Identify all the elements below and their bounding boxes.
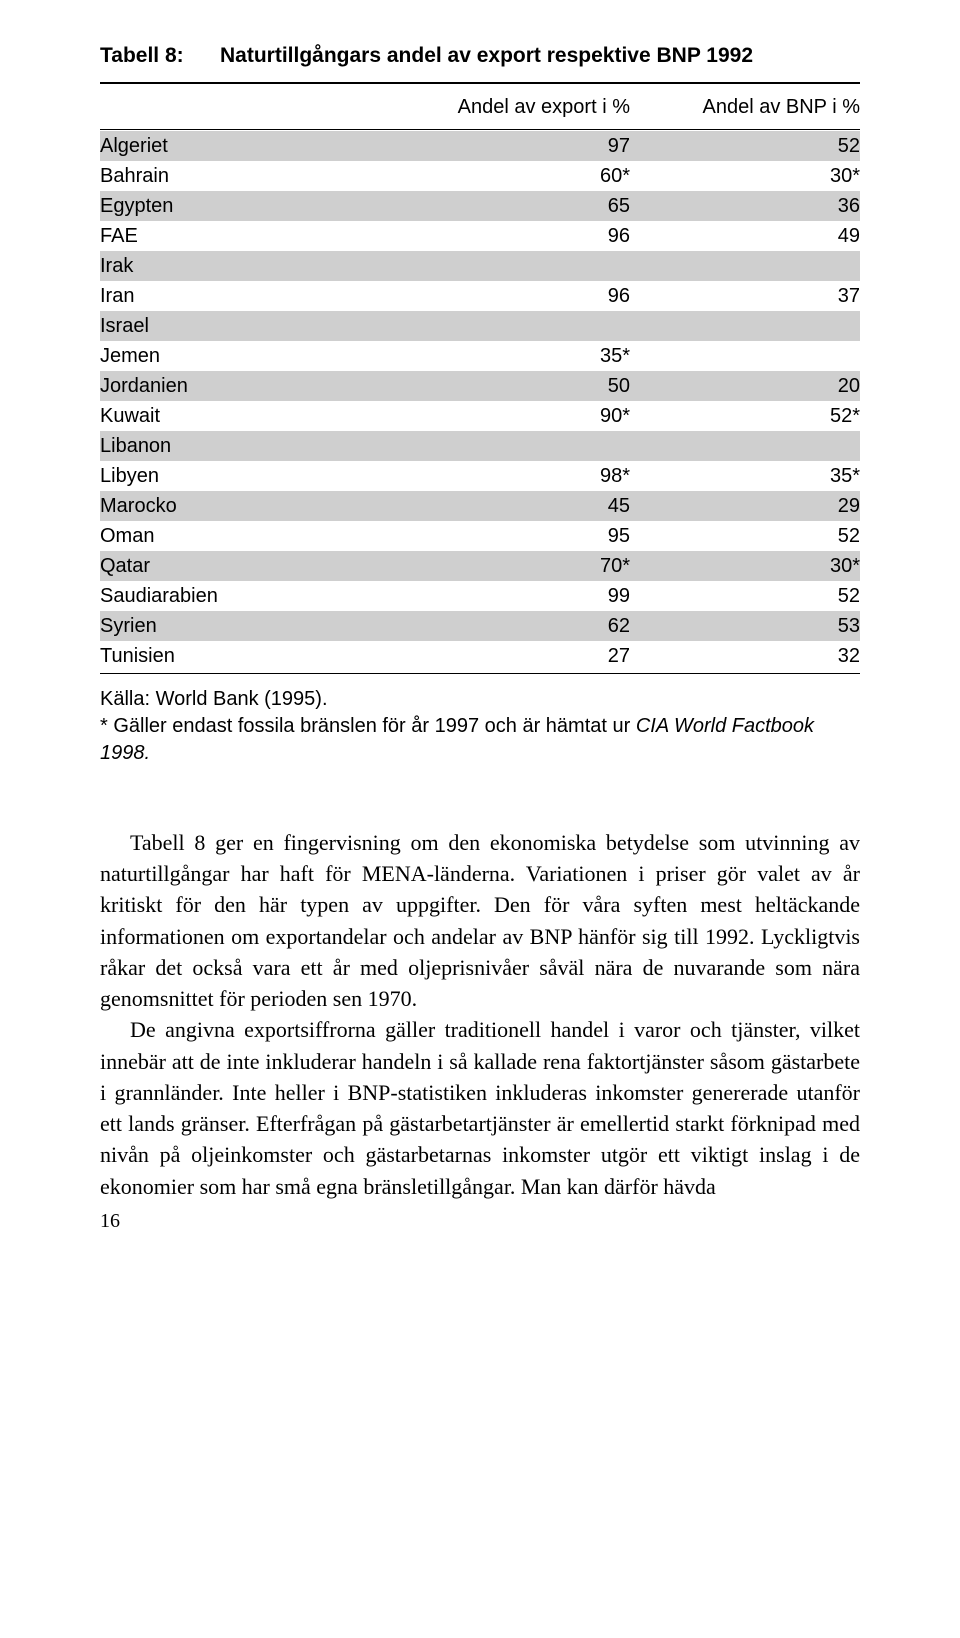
table-body: Algeriet9752Bahrain60*30*Egypten6536FAE9… (100, 131, 860, 671)
cell-bnp: 53 (630, 611, 860, 641)
table-label: Tabell 8: (100, 44, 220, 68)
paragraph-2: De angivna exportsiffrorna gäller tradit… (100, 1014, 860, 1201)
cell-bnp: 49 (630, 221, 860, 251)
cell-bnp: 52 (630, 521, 860, 551)
table-source: Källa: World Bank (1995). (100, 688, 860, 711)
cell-bnp: 30* (630, 161, 860, 191)
cell-export: 60* (400, 161, 630, 191)
cell-export: 95 (400, 521, 630, 551)
cell-country: Jemen (100, 341, 400, 371)
cell-country: Tunisien (100, 641, 400, 671)
cell-export: 96 (400, 221, 630, 251)
cell-bnp: 37 (630, 281, 860, 311)
table-row: Saudiarabien9952 (100, 581, 860, 611)
table-row: Algeriet9752 (100, 131, 860, 161)
cell-bnp: 29 (630, 491, 860, 521)
page-number: 16 (100, 1210, 860, 1233)
cell-export: 70* (400, 551, 630, 581)
table-title: Tabell 8: Naturtillgångars andel av expo… (100, 44, 860, 68)
table-row: Bahrain60*30* (100, 161, 860, 191)
header-country (100, 96, 400, 119)
cell-country: Libanon (100, 431, 400, 461)
table-row: Oman9552 (100, 521, 860, 551)
header-export: Andel av export i % (400, 96, 630, 119)
table-row: Israel (100, 311, 860, 341)
table-row: Tunisien2732 (100, 641, 860, 671)
cell-country: Marocko (100, 491, 400, 521)
cell-country: Saudiarabien (100, 581, 400, 611)
table-header: Andel av export i % Andel av BNP i % (100, 96, 860, 119)
cell-country: Oman (100, 521, 400, 551)
cell-export: 98* (400, 461, 630, 491)
table-row: Libyen98*35* (100, 461, 860, 491)
table-row: Syrien6253 (100, 611, 860, 641)
cell-country: Jordanien (100, 371, 400, 401)
cell-country: FAE (100, 221, 400, 251)
cell-export: 27 (400, 641, 630, 671)
cell-export: 45 (400, 491, 630, 521)
table-footnote: * Gäller endast fossila bränslen för år … (100, 713, 860, 767)
table-row: Egypten6536 (100, 191, 860, 221)
table-row: Irak (100, 251, 860, 281)
cell-export: 97 (400, 131, 630, 161)
cell-bnp: 20 (630, 371, 860, 401)
table-row: Kuwait90*52* (100, 401, 860, 431)
cell-export: 50 (400, 371, 630, 401)
table-row: Libanon (100, 431, 860, 461)
cell-bnp: 36 (630, 191, 860, 221)
cell-country: Iran (100, 281, 400, 311)
cell-country: Irak (100, 251, 400, 281)
table-row: Marocko4529 (100, 491, 860, 521)
cell-bnp: 32 (630, 641, 860, 671)
cell-bnp: 52* (630, 401, 860, 431)
table-row: Qatar70*30* (100, 551, 860, 581)
table-row: Jordanien5020 (100, 371, 860, 401)
body-text: Tabell 8 ger en fingervisning om den eko… (100, 827, 860, 1202)
cell-bnp: 52 (630, 581, 860, 611)
cell-country: Kuwait (100, 401, 400, 431)
cell-export: 90* (400, 401, 630, 431)
cell-export: 62 (400, 611, 630, 641)
footnote-text: * Gäller endast fossila bränslen för år … (100, 715, 636, 737)
cell-bnp: 35* (630, 461, 860, 491)
table-bottom-rule (100, 673, 860, 674)
cell-country: Algeriet (100, 131, 400, 161)
table-header-rule (100, 129, 860, 130)
table-row: Iran9637 (100, 281, 860, 311)
cell-export: 35* (400, 341, 630, 371)
table-title-text: Naturtillgångars andel av export respekt… (220, 44, 860, 68)
cell-country: Syrien (100, 611, 400, 641)
cell-export: 65 (400, 191, 630, 221)
cell-export: 99 (400, 581, 630, 611)
cell-export: 96 (400, 281, 630, 311)
cell-country: Israel (100, 311, 400, 341)
cell-bnp: 52 (630, 131, 860, 161)
table-top-rule (100, 82, 860, 84)
header-bnp: Andel av BNP i % (630, 96, 860, 119)
paragraph-1: Tabell 8 ger en fingervisning om den eko… (100, 827, 860, 1014)
table-row: Jemen35* (100, 341, 860, 371)
cell-country: Bahrain (100, 161, 400, 191)
cell-country: Egypten (100, 191, 400, 221)
cell-bnp: 30* (630, 551, 860, 581)
cell-country: Qatar (100, 551, 400, 581)
cell-country: Libyen (100, 461, 400, 491)
table-row: FAE9649 (100, 221, 860, 251)
